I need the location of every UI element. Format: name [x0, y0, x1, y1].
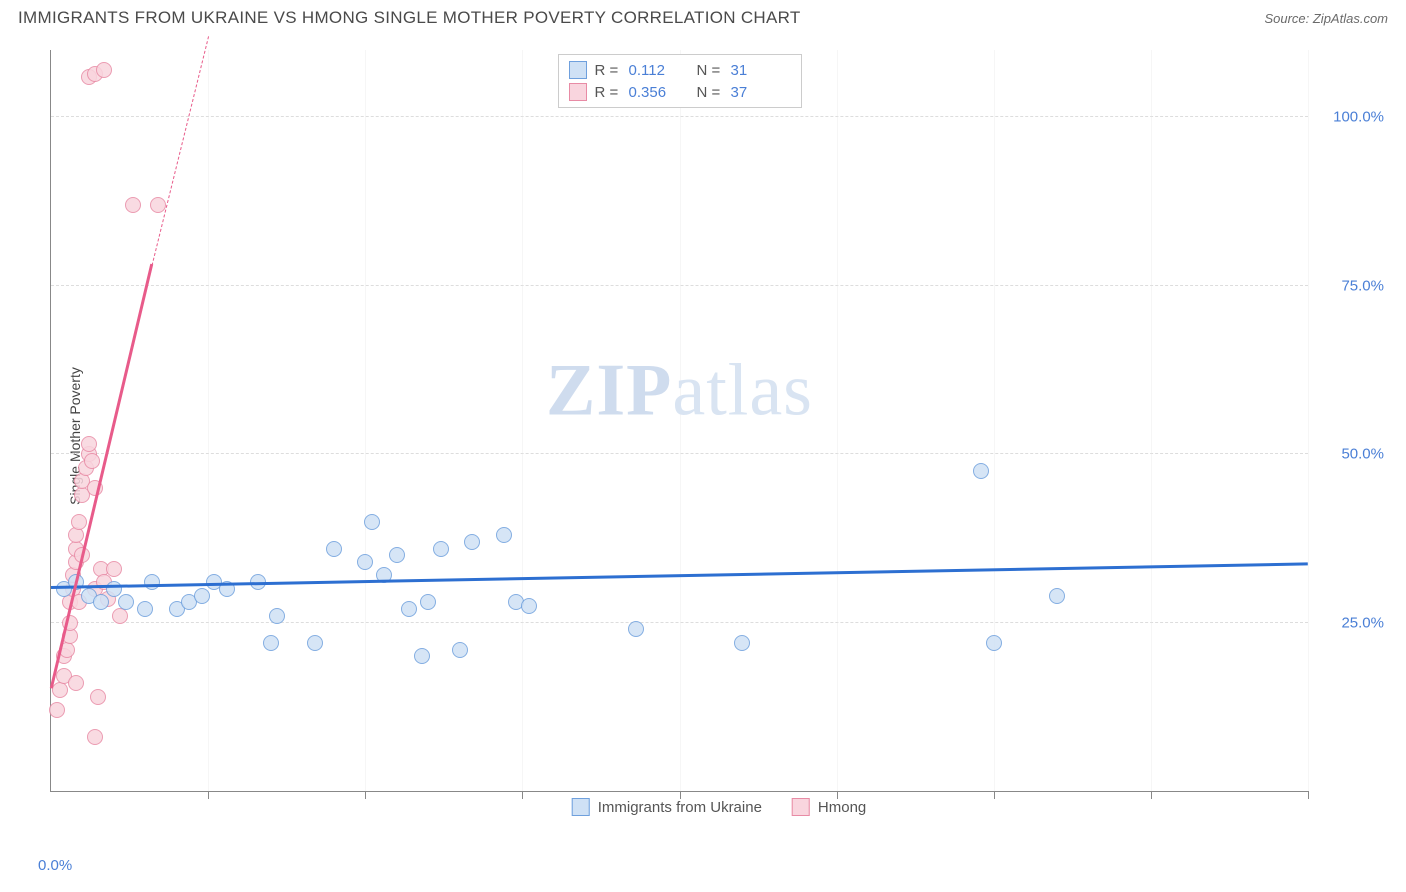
chart-container: Single Mother Poverty ZIPatlas 25.0%50.0…	[50, 50, 1388, 822]
legend-r-value: 0.356	[629, 84, 689, 101]
data-point-ukraine	[628, 621, 644, 637]
data-point-hmong	[87, 729, 103, 745]
y-tick-label: 25.0%	[1341, 614, 1384, 631]
data-point-ukraine	[986, 635, 1002, 651]
data-point-ukraine	[401, 601, 417, 617]
gridline-v	[522, 50, 523, 791]
x-tick	[1151, 791, 1152, 799]
x-tick	[1308, 791, 1309, 799]
legend-row-ukraine: R = 0.112 N = 31	[569, 59, 791, 81]
plot-area: ZIPatlas 25.0%50.0%75.0%100.0%R =0.112N …	[50, 50, 1308, 792]
legend-r-label: R =	[595, 84, 621, 101]
data-point-hmong	[68, 527, 84, 543]
swatch-hmong	[792, 798, 810, 816]
data-point-ukraine	[357, 554, 373, 570]
data-point-hmong	[52, 682, 68, 698]
chart-title: IMMIGRANTS FROM UKRAINE VS HMONG SINGLE …	[18, 8, 801, 28]
data-point-hmong	[81, 436, 97, 452]
legend-n-label: N =	[697, 62, 723, 79]
swatch-ukraine	[572, 798, 590, 816]
watermark: ZIPatlas	[546, 348, 813, 433]
data-point-ukraine	[521, 598, 537, 614]
legend-label-hmong: Hmong	[818, 799, 866, 816]
data-point-ukraine	[194, 588, 210, 604]
data-point-ukraine	[93, 594, 109, 610]
gridline-v	[994, 50, 995, 791]
source-label: Source: ZipAtlas.com	[1264, 11, 1388, 26]
data-point-ukraine	[307, 635, 323, 651]
data-point-ukraine	[106, 581, 122, 597]
data-point-hmong	[71, 514, 87, 530]
data-point-ukraine	[973, 463, 989, 479]
data-point-ukraine	[464, 534, 480, 550]
legend-r-value: 0.112	[629, 62, 689, 79]
legend-item-ukraine: Immigrants from Ukraine	[572, 798, 762, 816]
legend-r-label: R =	[595, 62, 621, 79]
data-point-ukraine	[420, 594, 436, 610]
data-point-ukraine	[144, 574, 160, 590]
data-point-hmong	[150, 197, 166, 213]
data-point-ukraine	[263, 635, 279, 651]
data-point-hmong	[84, 453, 100, 469]
data-point-ukraine	[137, 601, 153, 617]
data-point-ukraine	[414, 648, 430, 664]
data-point-hmong	[96, 62, 112, 78]
data-point-hmong	[68, 675, 84, 691]
data-point-ukraine	[1049, 588, 1065, 604]
gridline-v	[1308, 50, 1309, 791]
x-tick	[208, 791, 209, 799]
gridline-v	[365, 50, 366, 791]
data-point-ukraine	[118, 594, 134, 610]
legend-item-hmong: Hmong	[792, 798, 866, 816]
swatch-hmong	[569, 83, 587, 101]
legend-top: R = 0.112 N = 31 R = 0.356 N = 37	[558, 54, 802, 108]
watermark-bold: ZIP	[546, 349, 672, 431]
data-point-hmong	[106, 561, 122, 577]
swatch-ukraine	[569, 61, 587, 79]
data-point-hmong	[90, 689, 106, 705]
legend-n-label: N =	[697, 84, 723, 101]
y-tick-label: 75.0%	[1341, 277, 1384, 294]
trend-line	[151, 36, 209, 265]
data-point-ukraine	[269, 608, 285, 624]
data-point-hmong	[125, 197, 141, 213]
x-tick	[522, 791, 523, 799]
legend-label-ukraine: Immigrants from Ukraine	[598, 799, 762, 816]
gridline-v	[837, 50, 838, 791]
legend-n-value: 31	[731, 62, 791, 79]
data-point-ukraine	[364, 514, 380, 530]
gridline-v	[208, 50, 209, 791]
data-point-hmong	[49, 702, 65, 718]
legend-bottom: Immigrants from Ukraine Hmong	[572, 798, 867, 816]
trend-line	[50, 264, 153, 689]
watermark-light: atlas	[672, 349, 813, 431]
data-point-ukraine	[496, 527, 512, 543]
legend-row-hmong: R = 0.356 N = 37	[569, 81, 791, 103]
x-tick	[994, 791, 995, 799]
legend-n-value: 37	[731, 84, 791, 101]
x-tick	[365, 791, 366, 799]
y-tick-label: 50.0%	[1341, 446, 1384, 463]
gridline-v	[1151, 50, 1152, 791]
data-point-ukraine	[389, 547, 405, 563]
data-point-ukraine	[734, 635, 750, 651]
y-tick-label: 100.0%	[1333, 109, 1384, 126]
data-point-ukraine	[452, 642, 468, 658]
data-point-ukraine	[326, 541, 342, 557]
header: IMMIGRANTS FROM UKRAINE VS HMONG SINGLE …	[0, 0, 1406, 32]
data-point-ukraine	[433, 541, 449, 557]
x-axis-min-label: 0.0%	[38, 857, 72, 874]
